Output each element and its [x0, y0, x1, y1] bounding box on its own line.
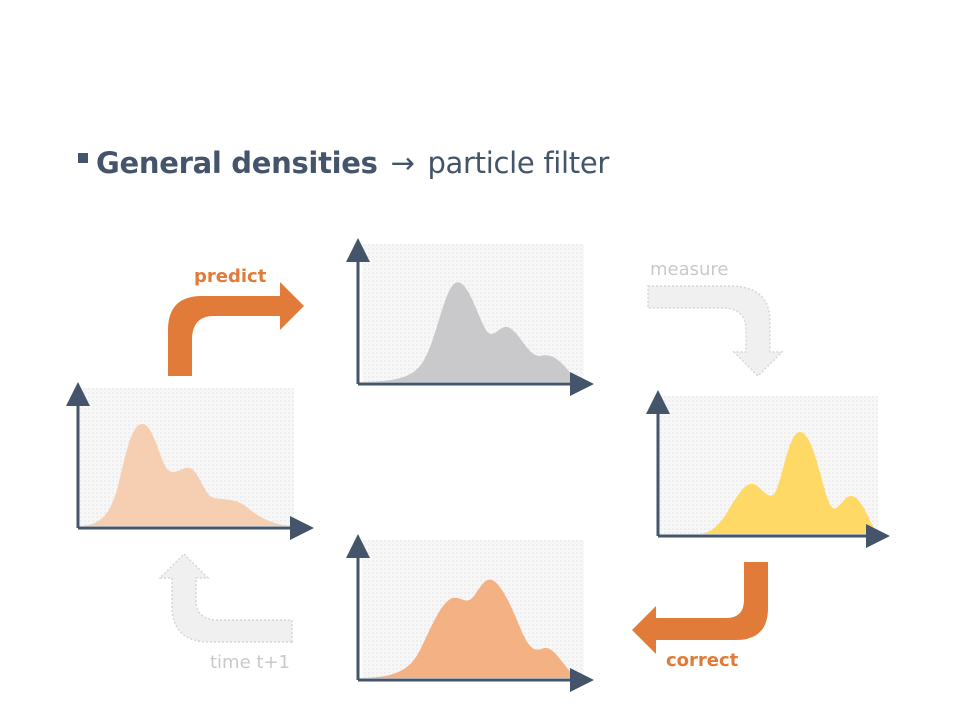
heading-arrow: →: [390, 146, 415, 180]
correct-arrow-icon: [632, 562, 768, 654]
measure-arrow-icon: [647, 285, 784, 378]
time-arrow-icon: [158, 552, 293, 643]
prior-density-panel: [66, 382, 314, 540]
posterior-density-curve: [364, 579, 576, 678]
bullet-icon: [78, 153, 88, 163]
predicted-density-curve: [364, 282, 578, 382]
predict-arrow-icon: [168, 282, 304, 376]
slide-heading: General densities → particle filter: [78, 146, 609, 180]
likelihood-density-curve: [700, 432, 880, 534]
measure-label: measure: [650, 259, 729, 280]
predict-label: predict: [194, 266, 267, 287]
likelihood-density-panel: [646, 390, 890, 548]
time-label: time t+1: [210, 652, 290, 673]
prior-density-curve: [82, 424, 290, 526]
heading-bold-text: General densities: [96, 146, 378, 180]
correct-label: correct: [666, 650, 739, 671]
posterior-density-panel: [346, 534, 594, 692]
heading-rest-text: particle filter: [427, 146, 610, 180]
predicted-density-panel: [346, 238, 594, 396]
